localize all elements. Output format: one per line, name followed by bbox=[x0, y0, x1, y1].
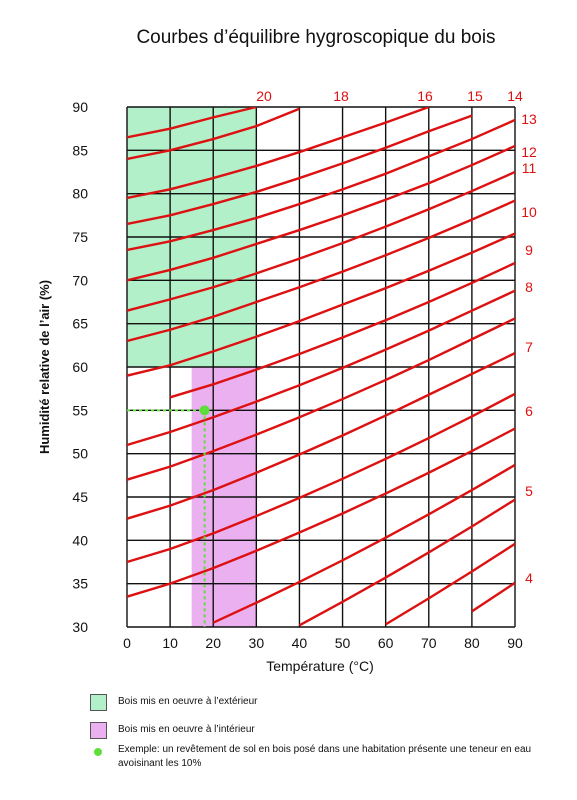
curve-label-right: 8 bbox=[525, 279, 533, 295]
curve-line bbox=[127, 144, 515, 282]
curve-line bbox=[127, 114, 473, 226]
x-tick-label: 60 bbox=[378, 635, 394, 651]
curve-label-right: 7 bbox=[525, 339, 533, 355]
top-curve-labels: 20 18 16 15 14 bbox=[256, 88, 523, 104]
y-tick-label: 90 bbox=[72, 99, 88, 115]
x-tick-label: 80 bbox=[464, 635, 480, 651]
y-tick-label: 40 bbox=[72, 532, 88, 548]
curve-label-right: 10 bbox=[521, 204, 537, 220]
x-tick-label: 40 bbox=[292, 635, 308, 651]
y-tick-label: 45 bbox=[72, 489, 88, 505]
curve-line bbox=[298, 498, 515, 627]
y-tick-label: 60 bbox=[72, 359, 88, 375]
curve-label-right: 4 bbox=[525, 570, 533, 586]
curve-label-top: 18 bbox=[333, 88, 349, 104]
curve-label-top: 20 bbox=[256, 88, 272, 104]
y-tick-label: 35 bbox=[72, 576, 88, 592]
y-axis-label: Humidité relative de l’air (%) bbox=[37, 280, 52, 454]
legend-label-exterior: Bois mis en oeuvre à l’extérieur bbox=[118, 696, 258, 707]
chart-title: Courbes d’équilibre hygroscopique du boi… bbox=[136, 27, 495, 48]
curve-label-right: 9 bbox=[525, 242, 533, 258]
curve-label-top: 14 bbox=[507, 88, 523, 104]
x-tick-label: 90 bbox=[507, 635, 523, 651]
x-axis-label: Température (°C) bbox=[266, 658, 374, 674]
x-tick-label: 10 bbox=[162, 635, 178, 651]
curves-layer bbox=[127, 107, 515, 627]
curve-line bbox=[127, 232, 515, 377]
x-tick-label: 20 bbox=[205, 635, 221, 651]
curve-line bbox=[127, 107, 257, 139]
y-tick-label: 65 bbox=[72, 316, 88, 332]
curve-line bbox=[127, 170, 515, 312]
curve-line bbox=[127, 427, 515, 598]
curve-line bbox=[127, 392, 515, 564]
curve-label-right: 5 bbox=[525, 483, 533, 499]
example-layer bbox=[127, 405, 210, 627]
x-tick-label: 30 bbox=[249, 635, 265, 651]
curve-line bbox=[127, 118, 515, 252]
x-tick-label: 70 bbox=[421, 635, 437, 651]
y-tick-label: 80 bbox=[72, 186, 88, 202]
curve-label-top: 15 bbox=[467, 88, 483, 104]
legend-swatch-exterior bbox=[90, 694, 107, 711]
curve-line bbox=[127, 199, 515, 343]
curve-line bbox=[127, 352, 515, 520]
x-tick-labels: 0 10 20 30 40 50 60 70 80 90 bbox=[123, 635, 523, 651]
hygroscopic-chart: Courbes d’équilibre hygroscopique du boi… bbox=[37, 27, 537, 674]
curve-label-right: 11 bbox=[522, 160, 537, 176]
curve-line bbox=[471, 581, 515, 613]
legend-swatch-interior bbox=[90, 722, 107, 739]
y-tick-label: 75 bbox=[72, 229, 88, 245]
curve-label-right: 13 bbox=[521, 111, 537, 127]
curve-line bbox=[385, 542, 515, 626]
y-tick-label: 30 bbox=[72, 619, 88, 635]
y-tick-labels: 30 35 40 45 50 55 60 65 70 75 80 85 90 bbox=[72, 99, 88, 635]
curve-line bbox=[127, 317, 515, 481]
curve-line bbox=[169, 261, 515, 399]
y-tick-label: 85 bbox=[72, 142, 88, 158]
y-tick-label: 70 bbox=[72, 272, 88, 288]
x-tick-label: 0 bbox=[123, 635, 131, 651]
curve-label-right: 6 bbox=[525, 403, 533, 419]
curve-label-right: 12 bbox=[521, 144, 537, 160]
curve-line bbox=[212, 463, 515, 624]
legend-label-interior: Bois mis en oeuvre à l’intérieur bbox=[118, 724, 255, 735]
legend-example-dot bbox=[94, 748, 102, 756]
example-point bbox=[199, 405, 210, 416]
x-tick-label: 50 bbox=[335, 635, 351, 651]
curve-line bbox=[127, 289, 515, 447]
y-tick-label: 55 bbox=[72, 402, 88, 418]
curve-line bbox=[127, 107, 300, 161]
curve-line bbox=[127, 107, 430, 200]
y-tick-label: 50 bbox=[72, 446, 88, 462]
curve-label-top: 16 bbox=[417, 88, 433, 104]
legend-label-example: Exemple: un revêtement de sol en bois po… bbox=[118, 744, 532, 769]
